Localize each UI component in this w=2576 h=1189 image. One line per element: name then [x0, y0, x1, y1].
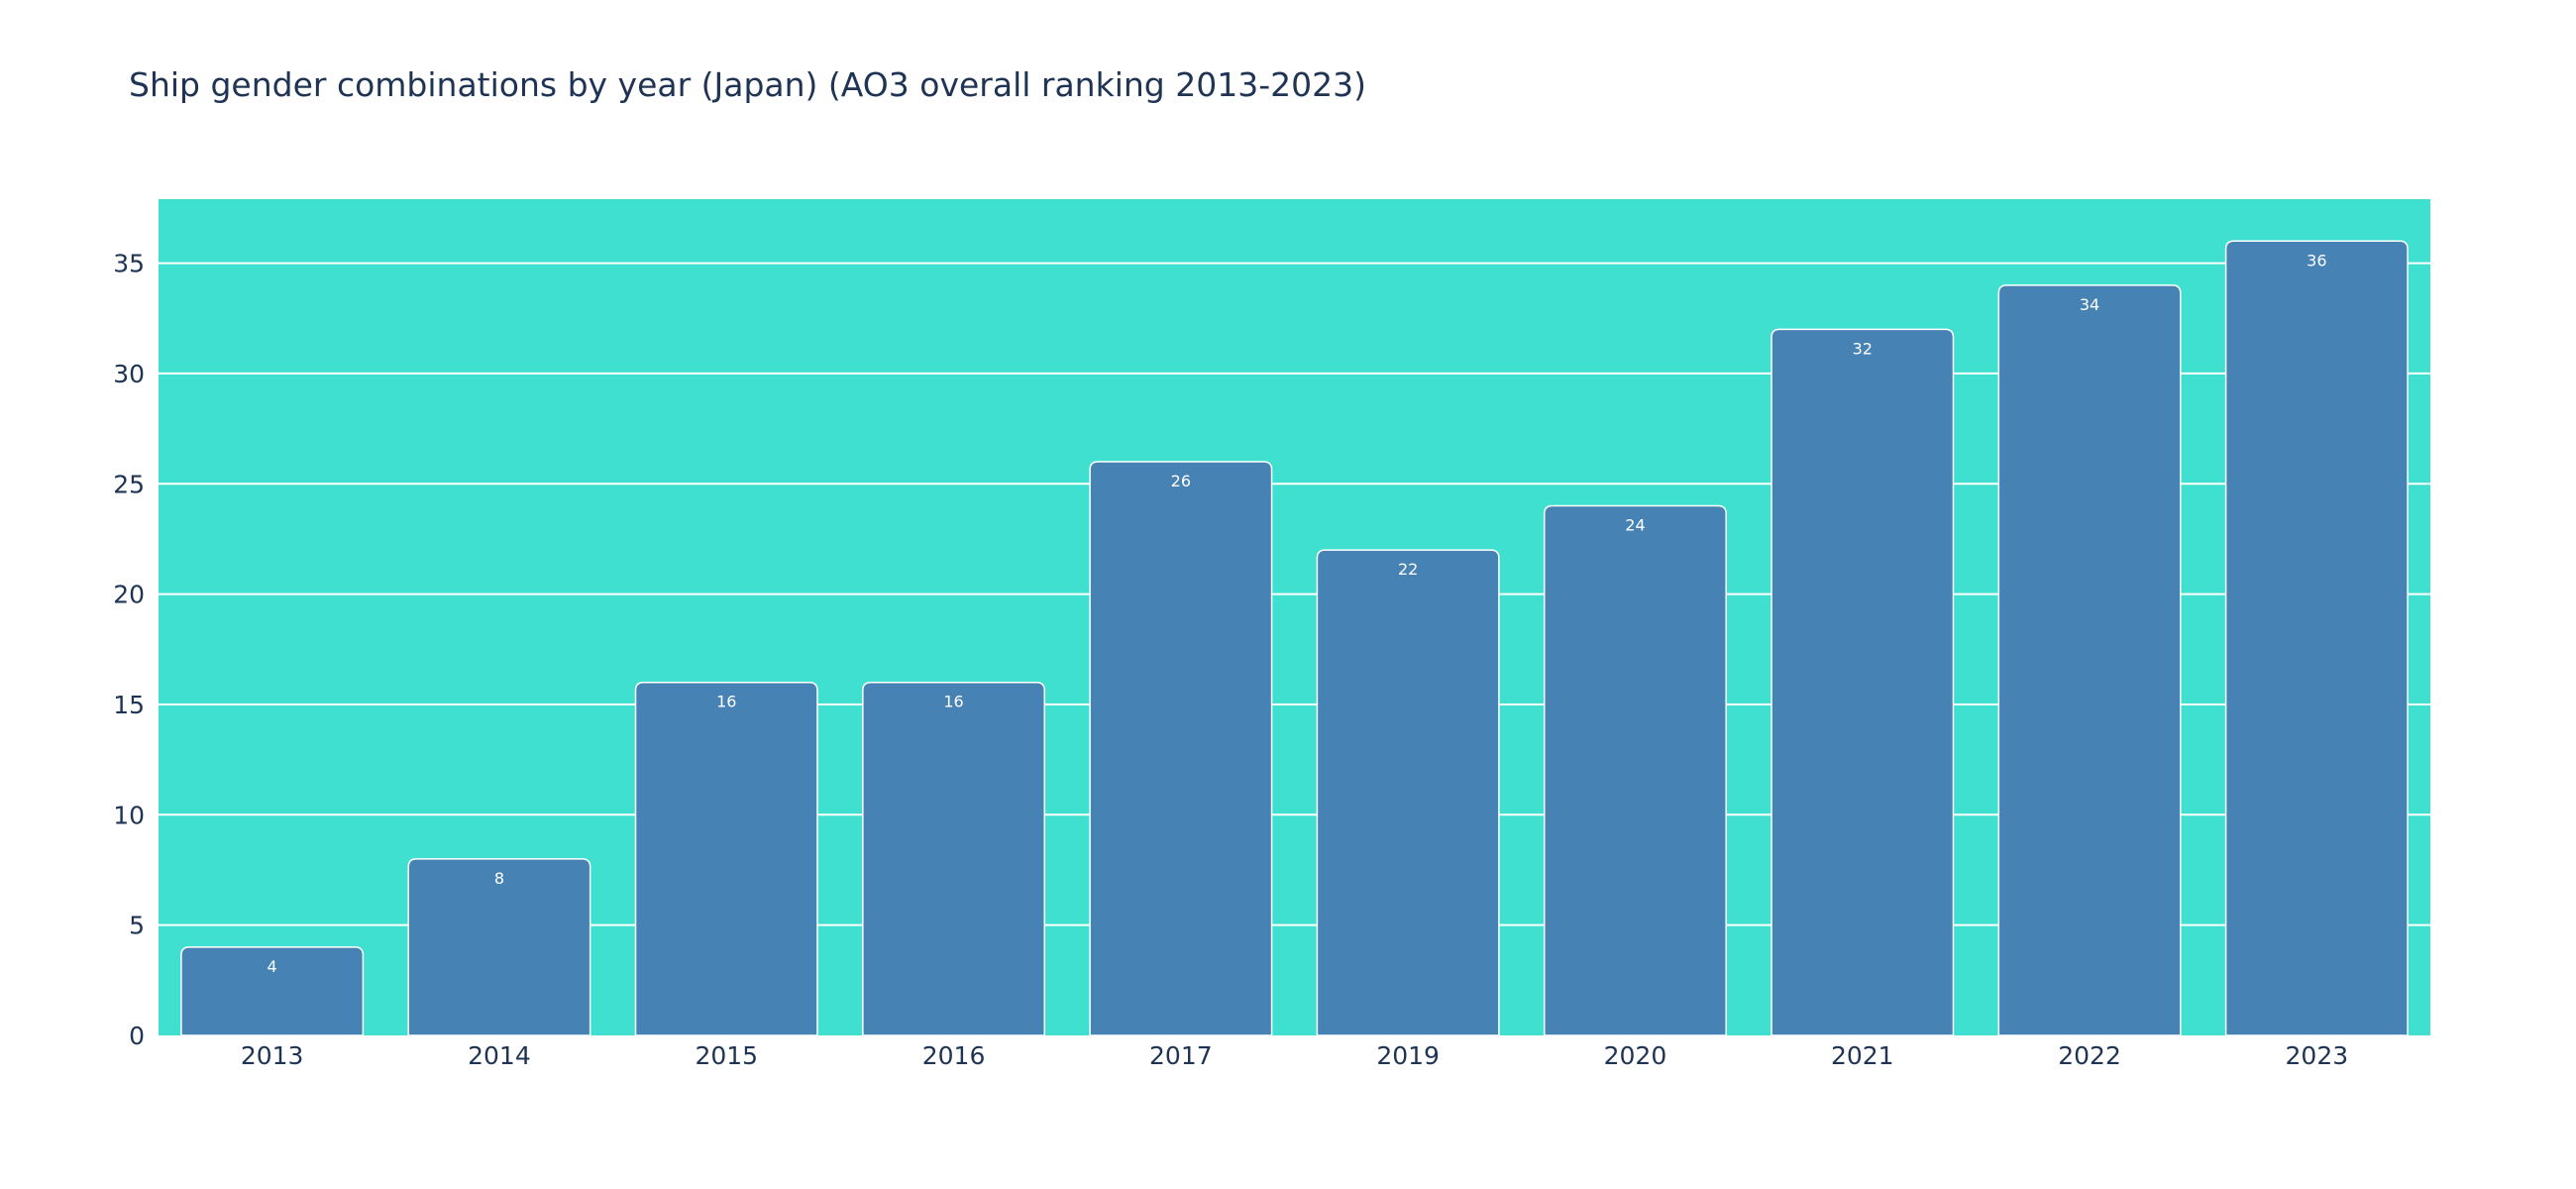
- y-axis-ticks: 0 5 10 15 20 25 30 35: [113, 250, 145, 1050]
- x-tick-label: 2013: [241, 1041, 304, 1070]
- data-label: 34: [2080, 295, 2099, 314]
- bars: [180, 240, 2409, 1036]
- bar-2016: [862, 681, 1046, 1036]
- y-tick-label: 10: [113, 801, 145, 829]
- y-tick-label: 30: [113, 360, 145, 388]
- data-label: 26: [1171, 472, 1191, 490]
- bar-2017: [1089, 461, 1273, 1036]
- bar-2022: [1997, 284, 2182, 1036]
- x-axis-ticks: 2013 2014 2015 2016 2017 2019 2020 2021 2022 2023: [241, 1041, 2348, 1070]
- data-label: 16: [943, 693, 963, 711]
- x-tick-label: 2016: [922, 1041, 986, 1070]
- x-tick-label: 2022: [2058, 1041, 2121, 1070]
- y-tick-label: 0: [129, 1022, 145, 1050]
- bar-2023: [2224, 240, 2409, 1036]
- x-tick-label: 2017: [1149, 1041, 1213, 1070]
- data-label: 22: [1398, 560, 1418, 579]
- data-label: 16: [716, 693, 736, 711]
- data-labels: 4 8 16 16 26 22 24 32 34 36: [268, 251, 2327, 976]
- x-tick-label: 2023: [2286, 1041, 2349, 1070]
- data-label: 24: [1625, 516, 1645, 535]
- y-tick-label: 20: [113, 581, 145, 609]
- chart-title: Ship gender combinations by year (Japan)…: [129, 65, 1366, 104]
- y-tick-label: 5: [129, 912, 145, 940]
- x-tick-label: 2020: [1604, 1041, 1667, 1070]
- x-tick-label: 2021: [1831, 1041, 1894, 1070]
- bar-2015: [634, 681, 818, 1036]
- y-tick-label: 25: [113, 470, 145, 498]
- y-tick-label: 15: [113, 691, 145, 719]
- y-tick-label: 35: [113, 250, 145, 278]
- x-tick-label: 2014: [468, 1041, 531, 1070]
- bar-2019: [1316, 549, 1500, 1036]
- data-label: 36: [2307, 251, 2326, 270]
- x-tick-label: 2019: [1376, 1041, 1440, 1070]
- x-tick-label: 2015: [695, 1041, 758, 1070]
- bar-2020: [1543, 504, 1727, 1036]
- bar-2013: [180, 946, 365, 1036]
- data-label: 32: [1853, 339, 1873, 358]
- data-label: 8: [494, 869, 504, 888]
- bar-2021: [1771, 328, 1955, 1036]
- bar-2014: [407, 858, 591, 1036]
- data-label: 4: [268, 957, 277, 976]
